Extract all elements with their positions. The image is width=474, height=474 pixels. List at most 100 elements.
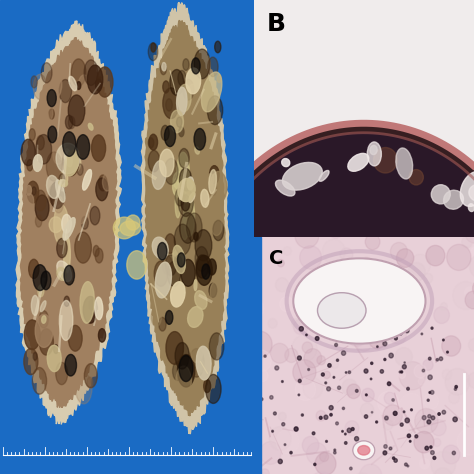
Circle shape <box>164 145 168 154</box>
Circle shape <box>49 109 55 119</box>
Circle shape <box>431 451 456 474</box>
Circle shape <box>171 46 178 59</box>
Circle shape <box>213 220 224 241</box>
Circle shape <box>419 458 429 469</box>
Circle shape <box>414 365 427 378</box>
Circle shape <box>77 52 88 72</box>
Ellipse shape <box>171 110 183 133</box>
Circle shape <box>465 291 474 309</box>
Circle shape <box>194 128 206 150</box>
Ellipse shape <box>348 154 369 171</box>
Ellipse shape <box>177 87 187 116</box>
Ellipse shape <box>318 292 366 328</box>
Circle shape <box>99 328 106 342</box>
Circle shape <box>194 49 210 79</box>
Circle shape <box>294 427 298 431</box>
Circle shape <box>356 335 372 351</box>
Circle shape <box>399 362 426 390</box>
Circle shape <box>409 170 423 185</box>
Circle shape <box>32 187 36 195</box>
Circle shape <box>354 281 370 299</box>
Circle shape <box>97 67 113 97</box>
Circle shape <box>60 133 75 160</box>
Circle shape <box>36 135 52 164</box>
Circle shape <box>173 362 182 381</box>
Circle shape <box>352 473 373 474</box>
Circle shape <box>434 468 452 474</box>
Circle shape <box>384 445 387 448</box>
Circle shape <box>402 365 406 369</box>
Circle shape <box>178 71 186 86</box>
Circle shape <box>264 355 266 357</box>
Circle shape <box>42 115 47 126</box>
Ellipse shape <box>64 149 72 167</box>
Circle shape <box>389 326 406 344</box>
Circle shape <box>198 174 213 201</box>
Circle shape <box>410 440 411 442</box>
Circle shape <box>91 135 106 161</box>
Circle shape <box>59 80 72 102</box>
Circle shape <box>55 273 60 283</box>
Circle shape <box>173 120 186 145</box>
Circle shape <box>302 436 319 454</box>
Circle shape <box>346 372 347 373</box>
Circle shape <box>342 379 357 395</box>
Circle shape <box>396 249 414 267</box>
Circle shape <box>360 257 372 270</box>
Circle shape <box>392 399 394 401</box>
Circle shape <box>84 364 97 388</box>
Circle shape <box>41 271 51 290</box>
Circle shape <box>442 369 452 380</box>
Circle shape <box>90 207 100 225</box>
Circle shape <box>175 110 191 141</box>
Circle shape <box>399 393 423 419</box>
Circle shape <box>207 96 223 125</box>
Circle shape <box>241 296 264 321</box>
Circle shape <box>208 259 216 275</box>
Ellipse shape <box>82 170 91 190</box>
Circle shape <box>210 282 221 302</box>
Circle shape <box>217 75 221 82</box>
Circle shape <box>394 337 397 340</box>
Ellipse shape <box>188 307 203 328</box>
Circle shape <box>180 168 191 191</box>
Circle shape <box>31 76 37 88</box>
Circle shape <box>74 281 79 290</box>
Circle shape <box>165 310 173 324</box>
Circle shape <box>27 181 39 203</box>
Circle shape <box>319 284 330 296</box>
Circle shape <box>465 287 474 298</box>
Circle shape <box>210 172 227 203</box>
Circle shape <box>361 288 384 313</box>
Circle shape <box>383 451 387 455</box>
Circle shape <box>196 255 209 278</box>
Circle shape <box>200 175 216 206</box>
Ellipse shape <box>195 291 207 310</box>
Ellipse shape <box>187 177 193 190</box>
Circle shape <box>273 412 276 415</box>
Circle shape <box>89 300 94 310</box>
Ellipse shape <box>194 280 197 291</box>
Circle shape <box>407 387 410 390</box>
Circle shape <box>275 278 289 292</box>
Ellipse shape <box>353 441 375 460</box>
Ellipse shape <box>396 148 413 179</box>
Circle shape <box>301 414 303 416</box>
Circle shape <box>84 60 98 85</box>
Circle shape <box>384 392 396 404</box>
Circle shape <box>63 132 76 156</box>
Circle shape <box>36 238 44 252</box>
Circle shape <box>355 437 359 441</box>
Circle shape <box>43 104 53 122</box>
Circle shape <box>33 264 47 291</box>
Circle shape <box>295 379 316 401</box>
Circle shape <box>453 282 474 310</box>
Circle shape <box>447 351 448 353</box>
Circle shape <box>182 79 194 100</box>
Circle shape <box>24 348 38 374</box>
Circle shape <box>268 319 277 328</box>
Circle shape <box>363 296 371 305</box>
Circle shape <box>410 274 419 284</box>
Circle shape <box>75 373 92 404</box>
Circle shape <box>307 311 326 332</box>
